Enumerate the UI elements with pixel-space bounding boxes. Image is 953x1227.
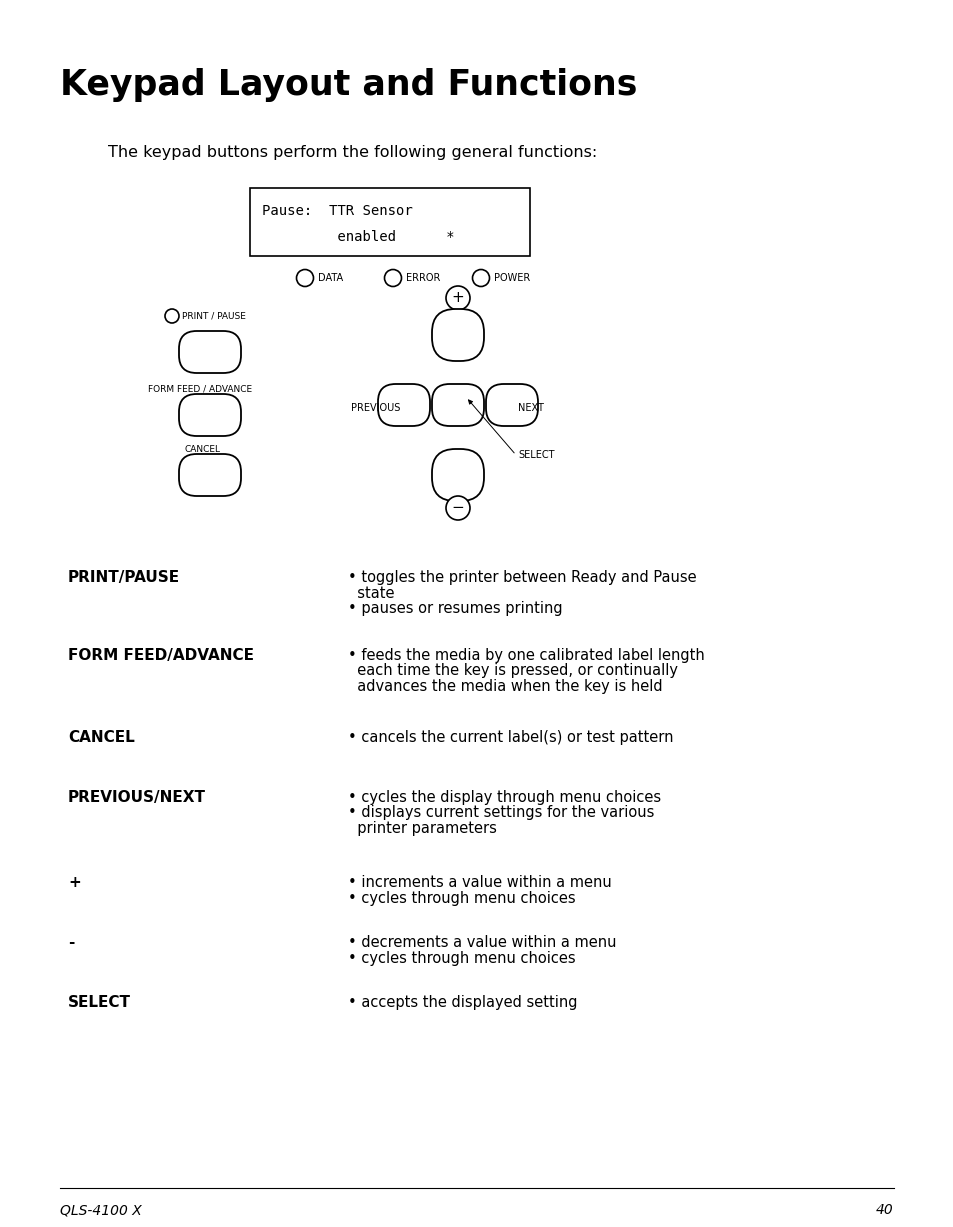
Text: • decrements a value within a menu: • decrements a value within a menu bbox=[348, 935, 616, 950]
Text: PRINT/PAUSE: PRINT/PAUSE bbox=[68, 571, 180, 585]
FancyBboxPatch shape bbox=[432, 309, 483, 361]
Text: state: state bbox=[348, 585, 395, 600]
FancyBboxPatch shape bbox=[179, 454, 241, 496]
Text: • toggles the printer between Ready and Pause: • toggles the printer between Ready and … bbox=[348, 571, 696, 585]
Text: • displays current settings for the various: • displays current settings for the vari… bbox=[348, 805, 654, 821]
Text: PREVIOUS/NEXT: PREVIOUS/NEXT bbox=[68, 790, 206, 805]
Text: QLS-4100 X: QLS-4100 X bbox=[60, 1202, 142, 1217]
Text: SELECT: SELECT bbox=[517, 450, 554, 460]
FancyBboxPatch shape bbox=[432, 449, 483, 501]
Text: advances the media when the key is held: advances the media when the key is held bbox=[348, 679, 662, 694]
Text: CANCEL: CANCEL bbox=[68, 730, 134, 745]
Text: NEXT: NEXT bbox=[517, 402, 543, 413]
Text: SELECT: SELECT bbox=[68, 995, 131, 1010]
Text: +: + bbox=[68, 875, 81, 890]
Text: DATA: DATA bbox=[317, 272, 343, 283]
FancyBboxPatch shape bbox=[179, 331, 241, 373]
Circle shape bbox=[446, 286, 470, 310]
FancyBboxPatch shape bbox=[250, 188, 530, 256]
Circle shape bbox=[446, 496, 470, 520]
FancyBboxPatch shape bbox=[485, 384, 537, 426]
Text: • feeds the media by one calibrated label length: • feeds the media by one calibrated labe… bbox=[348, 648, 704, 663]
Text: POWER: POWER bbox=[494, 272, 530, 283]
Circle shape bbox=[165, 309, 179, 323]
Text: FORM FEED / ADVANCE: FORM FEED / ADVANCE bbox=[148, 384, 252, 393]
Text: • accepts the displayed setting: • accepts the displayed setting bbox=[348, 995, 577, 1010]
Text: PREVIOUS: PREVIOUS bbox=[351, 402, 400, 413]
Text: printer parameters: printer parameters bbox=[348, 821, 497, 836]
Text: • cancels the current label(s) or test pattern: • cancels the current label(s) or test p… bbox=[348, 730, 673, 745]
FancyBboxPatch shape bbox=[179, 394, 241, 436]
Text: • cycles through menu choices: • cycles through menu choices bbox=[348, 951, 575, 966]
Circle shape bbox=[472, 270, 489, 286]
FancyBboxPatch shape bbox=[377, 384, 430, 426]
Text: CANCEL: CANCEL bbox=[185, 445, 221, 454]
Text: -: - bbox=[68, 935, 74, 950]
Circle shape bbox=[296, 270, 314, 286]
Circle shape bbox=[384, 270, 401, 286]
Text: • pauses or resumes printing: • pauses or resumes printing bbox=[348, 601, 562, 616]
Text: +: + bbox=[451, 291, 464, 306]
Text: • cycles through menu choices: • cycles through menu choices bbox=[348, 891, 575, 906]
Text: The keypad buttons perform the following general functions:: The keypad buttons perform the following… bbox=[108, 145, 597, 160]
Text: ERROR: ERROR bbox=[406, 272, 440, 283]
Text: 40: 40 bbox=[876, 1202, 893, 1217]
Text: Keypad Layout and Functions: Keypad Layout and Functions bbox=[60, 67, 637, 102]
Text: Pause:  TTR Sensor: Pause: TTR Sensor bbox=[262, 204, 413, 218]
Text: enabled      *: enabled * bbox=[262, 229, 455, 244]
Text: • increments a value within a menu: • increments a value within a menu bbox=[348, 875, 611, 890]
Text: • cycles the display through menu choices: • cycles the display through menu choice… bbox=[348, 790, 660, 805]
Text: −: − bbox=[451, 501, 464, 515]
Text: FORM FEED/ADVANCE: FORM FEED/ADVANCE bbox=[68, 648, 253, 663]
FancyBboxPatch shape bbox=[432, 384, 483, 426]
Text: PRINT / PAUSE: PRINT / PAUSE bbox=[182, 312, 246, 320]
Text: each time the key is pressed, or continually: each time the key is pressed, or continu… bbox=[348, 664, 678, 679]
